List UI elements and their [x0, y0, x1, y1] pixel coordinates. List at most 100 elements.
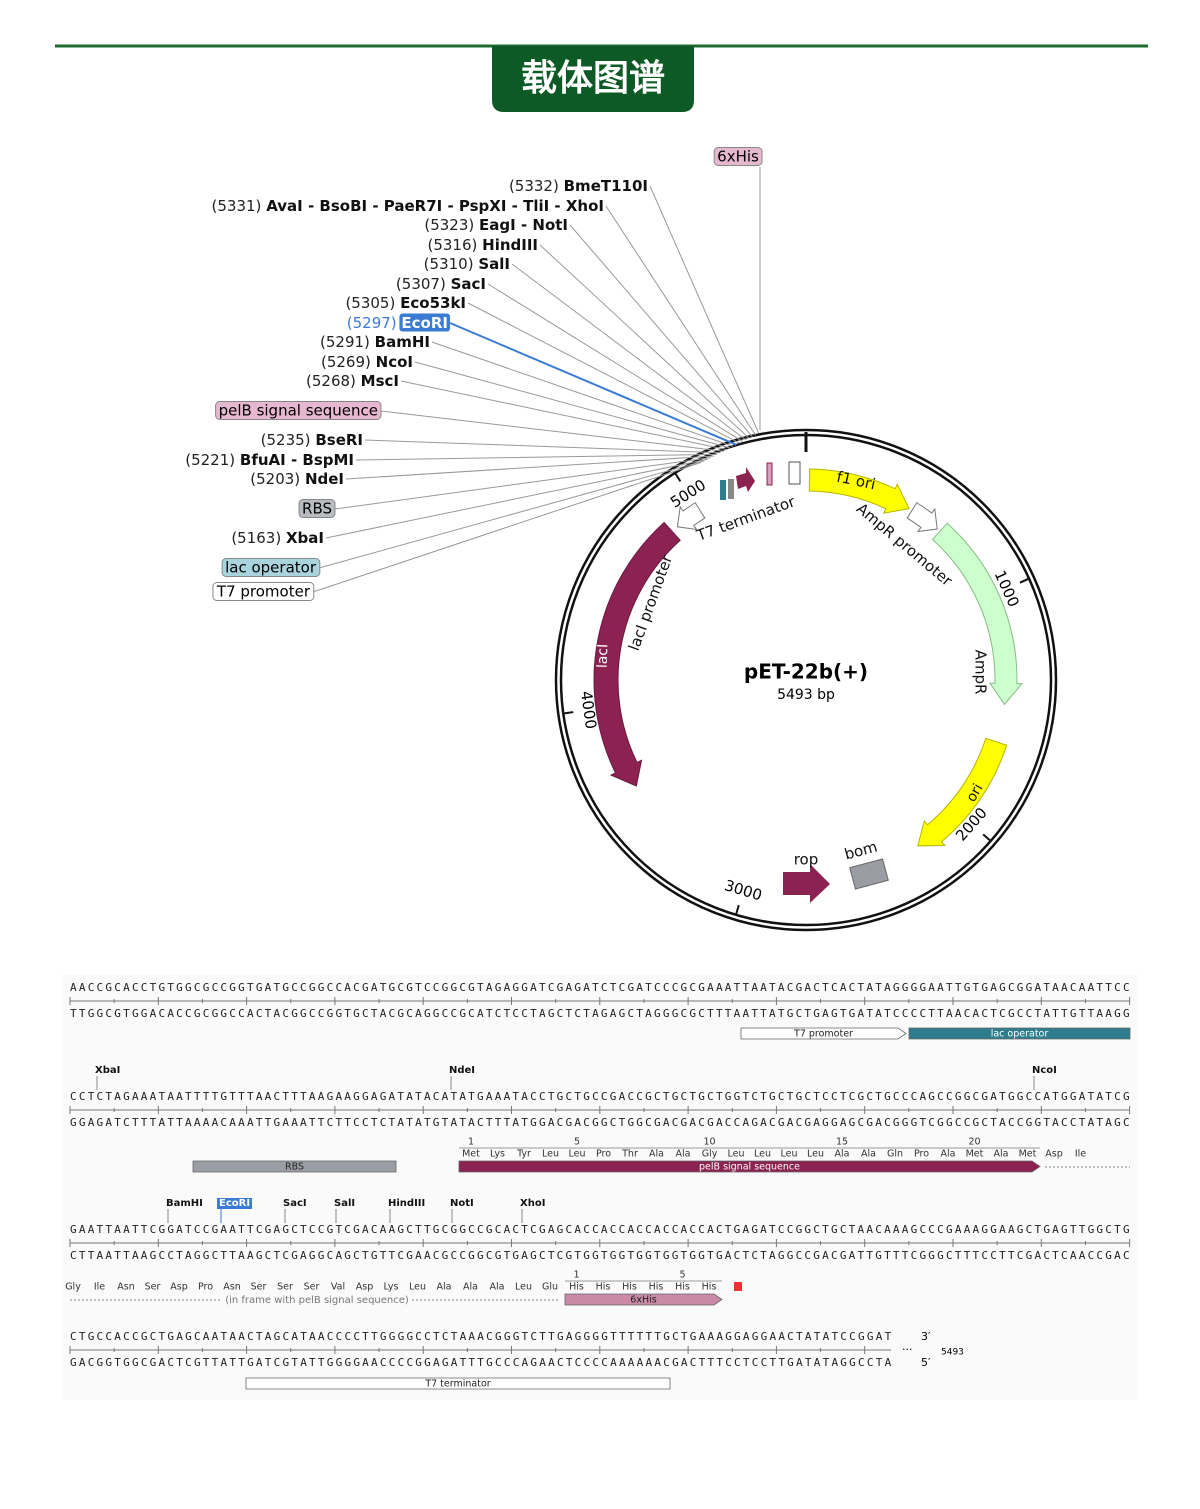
amino-acid: Thr	[621, 1149, 638, 1160]
site-marker-label: XhoI	[520, 1198, 545, 1209]
stop-icon	[734, 1282, 742, 1291]
site-highlight	[217, 1198, 253, 1209]
amino-acid: Gly	[702, 1149, 718, 1160]
site-label: (5323) EagI - NotI	[424, 216, 568, 234]
feature-bar-label: 6xHis	[630, 1295, 656, 1306]
feature-label: T7 terminator	[693, 492, 798, 545]
site-name: EcoRI	[401, 314, 448, 332]
feature-tag: RBS	[302, 500, 332, 518]
his-mark	[766, 462, 773, 486]
site-marker-label: HindIII	[388, 1198, 425, 1209]
leader-line	[449, 322, 737, 446]
amino-acid: Asn	[223, 1282, 240, 1293]
amino-acid: Tyr	[516, 1149, 531, 1160]
aa-number: 10	[703, 1137, 715, 1148]
strand-end: 5′	[921, 1356, 931, 1369]
end-position: 5493	[941, 1348, 964, 1358]
amino-acid: Ala	[941, 1149, 956, 1160]
site-position: (5307)	[396, 275, 446, 293]
site-label: (5268) MscI	[306, 372, 399, 390]
site-position: (5235)	[261, 431, 311, 449]
site-label: (5221) BfuAI - BspMI	[185, 451, 354, 469]
amino-acid: Ala	[994, 1149, 1009, 1160]
amino-acid: Ala	[463, 1282, 478, 1293]
amino-acid: Leu	[542, 1149, 559, 1160]
amino-acid: Met	[462, 1149, 480, 1160]
plasmid-size: 5493 bp	[777, 687, 835, 703]
site-marker-label: SalI	[334, 1198, 355, 1209]
amino-acid: His	[649, 1282, 664, 1293]
feature-tag: pelB signal sequence	[219, 402, 378, 420]
site-position: (5316)	[427, 236, 477, 254]
leader-line	[345, 455, 715, 480]
feature-bar-label: pelB signal sequence	[699, 1162, 800, 1173]
feature-tag: lac operator	[225, 559, 317, 577]
site-name: BamHI	[375, 333, 430, 351]
amino-acid: Val	[331, 1282, 345, 1293]
sequence-panel	[62, 975, 1138, 1400]
site-label: (5291) BamHI	[320, 333, 430, 351]
site-position: (5163)	[231, 529, 281, 547]
amino-acid: Asp	[1045, 1149, 1062, 1160]
map-tick	[734, 904, 740, 916]
amino-acid: Asp	[170, 1282, 187, 1293]
map-tick-label: 3000	[722, 876, 764, 904]
site-label: (5297) EcoRI	[347, 314, 448, 332]
map-tick	[563, 711, 574, 715]
amino-acid: Asp	[356, 1282, 373, 1293]
amino-acid: His	[675, 1282, 690, 1293]
amino-acid: Ile	[1075, 1149, 1086, 1160]
feature-bar-label: T7 promoter	[793, 1029, 853, 1040]
site-name: MscI	[361, 372, 399, 390]
aa-number: 20	[968, 1137, 980, 1148]
amino-acid: Ala	[649, 1149, 664, 1160]
map-tick	[674, 472, 682, 482]
amino-acid: Leu	[515, 1282, 532, 1293]
amino-acid: Gly	[65, 1282, 81, 1293]
leader-line	[355, 453, 718, 461]
amino-acid: Leu	[781, 1149, 798, 1160]
leader-line	[511, 263, 747, 441]
site-marker-label: BamHI	[166, 1198, 203, 1209]
site-label: (5310) SalI	[424, 255, 510, 273]
ori-arrow	[917, 737, 1008, 847]
aa-number: 5	[679, 1270, 685, 1281]
aa-number: 1	[573, 1270, 579, 1281]
amino-acid: Gln	[887, 1149, 903, 1160]
aa-number: 15	[836, 1137, 848, 1148]
sequence-bottom: GACGGTGGCGACTCGTTATTGATCGTATTGGGGAACCCCG…	[70, 1356, 892, 1369]
amino-acid: Leu	[807, 1149, 824, 1160]
amino-acid: Leu	[754, 1149, 771, 1160]
amino-acid: Ala	[490, 1282, 505, 1293]
plasmid-name: pET-22b(+)	[744, 660, 868, 684]
amino-acid: Glu	[542, 1282, 558, 1293]
amino-acid: Pro	[198, 1282, 213, 1293]
site-name: BmeT110I	[564, 177, 648, 195]
amino-acid: Ala	[861, 1149, 876, 1160]
ellipsis: ···	[902, 1343, 913, 1356]
leader-line	[431, 341, 734, 447]
sequence-top: CTGCCACCGCTGAGCAATAACTAGCATAACCCCTTGGGGC…	[70, 1330, 892, 1343]
amino-acid: Pro	[596, 1149, 611, 1160]
site-position: (5297)	[347, 314, 397, 332]
site-position: (5221)	[185, 451, 235, 469]
site-name: SalI	[478, 255, 510, 273]
amino-acid: Met	[966, 1149, 984, 1160]
header-title: 载体图谱	[521, 58, 665, 99]
amino-acid: Ser	[277, 1282, 293, 1293]
feature-tag-box	[713, 147, 763, 166]
site-label: (5269) NcoI	[321, 353, 413, 371]
aa-number: 1	[468, 1137, 474, 1148]
amino-acid: Ser	[145, 1282, 161, 1293]
feature-bar	[908, 1027, 1131, 1040]
leader-line	[334, 457, 711, 510]
amino-acid: Ala	[835, 1149, 850, 1160]
site-label: (5307) SacI	[396, 275, 486, 293]
feature-bar	[564, 1293, 723, 1306]
amino-acid: His	[622, 1282, 637, 1293]
feature-bar-label: lac operator	[991, 1029, 1049, 1040]
site-name: HindIII	[482, 236, 538, 254]
amino-acid: His	[702, 1282, 717, 1293]
leader-line	[414, 361, 731, 449]
site-marker-label: NdeI	[449, 1065, 475, 1076]
